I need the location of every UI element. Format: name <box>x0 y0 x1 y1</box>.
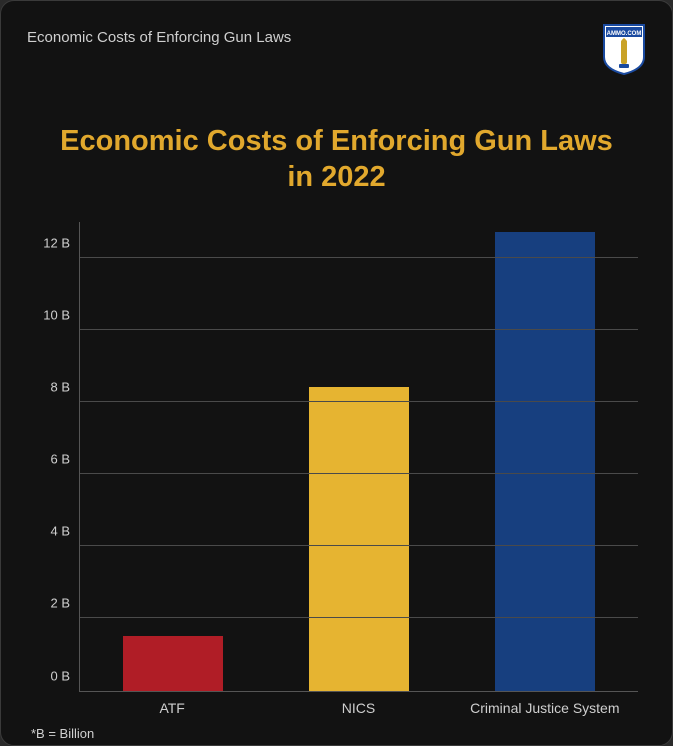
bar-slot <box>266 222 452 691</box>
bar <box>309 387 409 690</box>
gridline <box>80 401 638 402</box>
x-tick-label: NICS <box>265 700 451 716</box>
svg-text:AMMO.COM: AMMO.COM <box>607 31 642 37</box>
y-tick-label: 10 B <box>43 307 80 322</box>
y-tick-label: 8 B <box>50 379 80 394</box>
gridline <box>80 257 638 258</box>
y-tick-label: 4 B <box>50 524 80 539</box>
bars-container <box>80 222 638 691</box>
y-tick-label: 6 B <box>50 452 80 467</box>
chart-card: Economic Costs of Enforcing Gun Laws AMM… <box>0 0 673 746</box>
chart-area: 0 B 2 B 4 B 6 B 8 B 10 B 12 B <box>27 222 646 692</box>
footnote: *B = Billion <box>31 726 646 741</box>
gridline <box>80 617 638 618</box>
bar-slot <box>80 222 266 691</box>
header-row: Economic Costs of Enforcing Gun Laws AMM… <box>27 23 646 75</box>
y-tick-label: 12 B <box>43 235 80 250</box>
gridline <box>80 473 638 474</box>
chart-title: Economic Costs of Enforcing Gun Laws in … <box>27 123 646 196</box>
gridline <box>80 545 638 546</box>
card-subtitle: Economic Costs of Enforcing Gun Laws <box>27 29 291 46</box>
y-tick-label: 2 B <box>50 596 80 611</box>
x-axis-labels: ATFNICSCriminal Justice System <box>27 700 646 716</box>
gridline <box>80 329 638 330</box>
bar <box>495 232 595 690</box>
plot-region: 0 B2 B4 B6 B8 B10 B12 B <box>79 222 638 692</box>
y-tick-label: 0 B <box>50 668 80 683</box>
x-tick-label: Criminal Justice System <box>452 700 638 716</box>
x-tick-label: ATF <box>79 700 265 716</box>
bar <box>123 636 223 690</box>
ammo-logo: AMMO.COM <box>602 23 646 75</box>
bar-slot <box>452 222 638 691</box>
